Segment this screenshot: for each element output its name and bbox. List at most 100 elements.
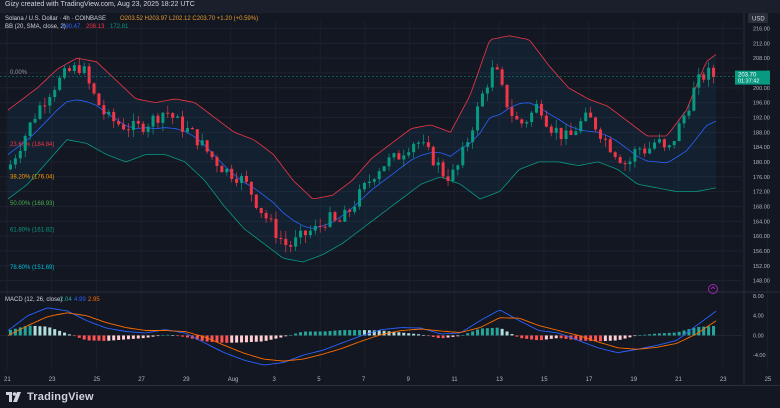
candle-body [107,111,111,115]
candle-body [539,103,543,116]
candle-body [377,171,381,180]
macd-signal-line [7,312,717,362]
candle-body [72,65,76,71]
candle-body [102,105,106,115]
candle-body [195,129,199,146]
fib-level-label: 38.20% (176.04) [10,175,54,181]
candle-body [564,130,568,140]
bb-fill [8,35,716,262]
candle-body [220,165,224,173]
price-tick-label: 212.00 [753,41,770,47]
footer-bar: TradingView [0,385,780,408]
macd-histogram-bar [58,330,62,336]
candle-body [240,175,244,183]
price-chart-svg[interactable]: 0.00%23.60% (184.84)38.20% (176.04)50.00… [0,13,780,385]
macd-histogram-bar [102,335,106,341]
currency-badge[interactable] [748,13,768,23]
candle-body [579,121,583,132]
candle-body [323,226,327,228]
candle-body [633,149,637,162]
macd-histogram-bar [554,335,558,339]
candle-body [362,182,366,190]
macd-histogram-bar [702,326,706,336]
time-tick-label: 27 [138,377,145,383]
price-tick-label: 180.00 [753,160,770,166]
candle-body [67,68,71,71]
candle-body [667,145,671,148]
candle-body [431,146,435,166]
macd-histogram-bar [643,334,647,336]
macd-histogram-bar [181,335,185,337]
candle-body [259,207,263,214]
candle-body [662,139,666,148]
candle-body [603,138,607,140]
candle-body [623,163,627,165]
replay-icon[interactable] [708,284,718,294]
macd-histogram-bar [608,335,612,341]
macd-histogram-bar [436,335,440,338]
candle-body [657,139,661,143]
macd-hist-value: 2.04 [60,297,72,303]
price-tick-label: 208.00 [753,56,770,62]
price-tick-label: 184.00 [753,145,770,151]
candle-body [244,175,248,182]
price-tick-label: 216.00 [753,26,770,32]
candle-body [520,119,524,124]
macd-histogram-bar [38,326,42,336]
time-tick-label: 7 [362,377,366,383]
time-tick-label: Aug [228,377,239,383]
candle-body [338,220,342,222]
candle-body [559,127,563,140]
macd-histogram-bar [589,335,593,342]
macd-histogram-bar [638,335,642,336]
candle-body [279,238,283,240]
macd-histogram-bar [176,335,180,337]
tradingview-logo[interactable]: TradingView [6,391,94,403]
candle-body [490,67,494,88]
last-price-badge [735,70,770,85]
macd-histogram-bar [323,331,327,336]
time-axis: 21 23 25 27 29 Aug 3 5 7 9 11 13 15 17 19 21 23 25 [4,377,772,383]
macd-histogram-bar [697,326,701,336]
candles [0,57,742,253]
price-tick-label: 172.00 [753,190,770,196]
macd-histogram-bar [122,335,126,340]
candle-body [141,123,145,132]
candle-body [692,87,696,111]
macd-histogram-bar [471,331,475,336]
macd-histogram-bar [284,335,288,337]
macd-histogram-bar [682,330,686,336]
macd-histogram-bar [377,330,381,336]
candle-body [569,130,573,135]
candle-body [402,155,406,160]
tradingview-logo-icon [6,392,21,402]
macd-histogram-bar [72,335,76,337]
macd-histogram-bar [476,329,480,336]
candle-body [436,162,440,166]
candle-body [584,112,588,122]
candle-body [161,112,165,123]
macd-histogram-bar [254,335,258,342]
candle-body [303,230,307,236]
fib-retracement: 0.00% 23.60% (184.84) 38.20% (176.04) 50.00… [10,70,54,271]
macd-histogram-bar [161,334,165,336]
macd-histogram-bar [117,335,121,340]
macd-histogram-bar [146,335,150,338]
macd-histogram-bar [230,335,234,343]
ohlc-values: O203.52 H203.97 L202.12 C203.70 +1.20 (+… [120,16,258,22]
candle-body [299,230,303,238]
candle-body [284,238,288,246]
chart-area[interactable]: 0.00% 23.60% (184.84) 38.20% (176.04) 50.00… [0,13,780,385]
macd-histogram-bar [653,333,657,336]
candle-body [367,181,371,183]
macd-histogram-bar [397,332,401,336]
macd-histogram-bar [549,335,553,339]
macd-histogram-bar [308,331,312,336]
macd-histogram-bar [107,335,111,341]
macd-histogram-bar [166,334,170,336]
candle-body [672,141,676,146]
candle-body [294,237,298,247]
macd-histogram-bar [530,335,534,340]
candle-body [598,129,602,139]
candle-body [33,118,37,123]
